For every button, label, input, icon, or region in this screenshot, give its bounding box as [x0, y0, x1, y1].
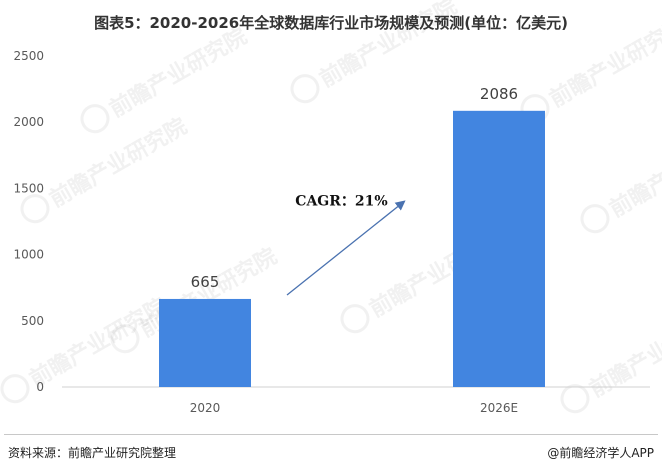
- chart-title: 图表5：2020-2026年全球数据库行业市场规模及预测(单位：亿美元): [94, 14, 568, 32]
- watermark-text: 前瞻产业研究院: [585, 303, 662, 403]
- y-tick-label: 1500: [13, 181, 44, 195]
- watermark-text: 前瞻产业研究院: [315, 0, 461, 93]
- x-tick-label: 2026E: [480, 401, 518, 415]
- watermark-logo-icon: [80, 104, 110, 134]
- bar: [159, 298, 251, 387]
- y-tick-label: 1000: [13, 248, 44, 262]
- data-label: 665: [191, 273, 220, 291]
- watermark: 前瞻产业研究院: [80, 23, 251, 134]
- watermark-logo-icon: [580, 204, 610, 234]
- watermark-logo-icon: [0, 374, 30, 404]
- watermark-text: 前瞻产业研究院: [545, 13, 662, 113]
- y-tick-label: 2500: [13, 49, 44, 63]
- y-tick-label: 0: [36, 380, 44, 394]
- watermark-logo-icon: [340, 304, 370, 334]
- watermark-text: 前瞻产业研究院: [45, 113, 191, 213]
- labels-layer: 665 2020 2086 2026E: [190, 85, 518, 415]
- bars-layer: [159, 110, 545, 387]
- footer: 资料来源：前瞻产业研究院整理 @前瞻经济学人APP: [0, 434, 662, 472]
- watermark: 前瞻产业研究院: [0, 293, 171, 404]
- watermark-logo-icon: [290, 74, 320, 104]
- watermark-text: 前瞻产业研究院: [105, 23, 251, 123]
- bar: [453, 110, 545, 387]
- watermark: 前瞻产业研究院: [520, 13, 662, 124]
- cagr-annotation: CAGR：21%: [295, 194, 387, 210]
- watermark: 前瞻产业研究院: [290, 0, 461, 104]
- watermark-text: 前瞻产业研究院: [25, 293, 171, 393]
- y-tick-label: 500: [21, 314, 44, 328]
- watermark-logo-icon: [20, 194, 50, 224]
- footer-divider: [4, 434, 658, 435]
- watermark-logo-icon: [110, 324, 140, 354]
- watermark-logo-icon: [560, 384, 590, 414]
- credit-note: @前瞻经济学人APP: [547, 446, 654, 460]
- watermark-text: 前瞻产业研究院: [605, 123, 662, 223]
- y-tick-label: 2000: [13, 115, 44, 129]
- x-tick-label: 2020: [190, 401, 221, 415]
- watermark: 前瞻产业研究院: [580, 123, 662, 234]
- annotation-layer: CAGR：21%: [286, 194, 406, 296]
- watermark: 前瞻产业研究院: [560, 303, 662, 414]
- source-note: 资料来源：前瞻产业研究院整理: [8, 446, 177, 460]
- cagr-arrow: [286, 200, 406, 296]
- data-label: 2086: [480, 85, 518, 103]
